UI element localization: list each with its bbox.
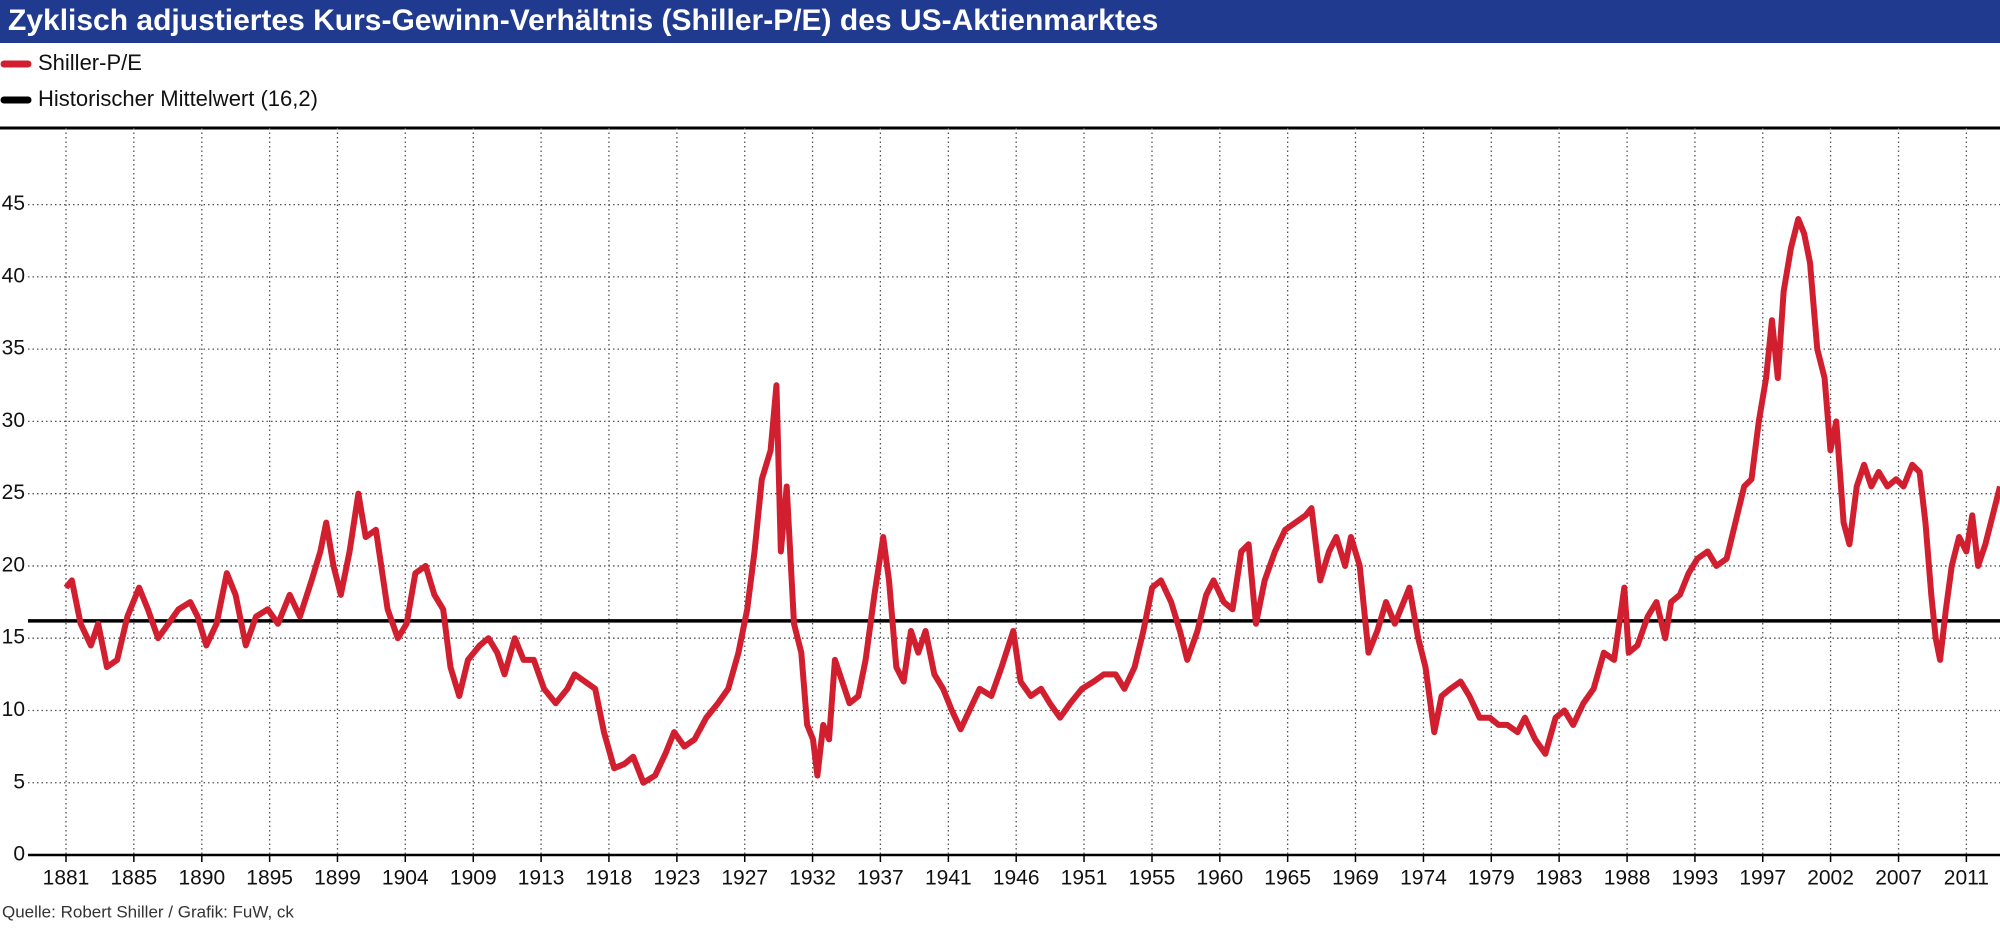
y-tick-label: 25: [2, 481, 25, 504]
x-tick-label: 2002: [1807, 867, 1854, 890]
y-tick-label: 40: [2, 264, 25, 287]
data-line: [63, 216, 2000, 786]
legend-label: Historischer Mittelwert (16,2): [38, 86, 318, 111]
x-tick-label: 1974: [1400, 867, 1447, 890]
source-note: Quelle: Robert Shiller / Grafik: FuW, ck: [2, 902, 294, 921]
x-tick-label: 2007: [1875, 867, 1922, 890]
x-tick-label: 1927: [721, 867, 768, 890]
x-tick-label: 1951: [1061, 867, 1108, 890]
y-tick-label: 35: [2, 337, 25, 360]
x-tick-label: 1969: [1332, 867, 1379, 890]
chart-title: Zyklisch adjustiertes Kurs-Gewinn-Verhäl…: [8, 4, 1158, 37]
x-tick-label: 1988: [1604, 867, 1651, 890]
x-tick-label: 1913: [518, 867, 565, 890]
x-tick-label: 1918: [586, 867, 633, 890]
y-tick-label: 45: [2, 192, 25, 215]
x-tick-label: 1979: [1468, 867, 1515, 890]
x-tick-label: 1899: [314, 867, 361, 890]
x-tick-label: 1881: [43, 867, 90, 890]
x-tick-label: 1904: [382, 867, 429, 890]
x-tick-label: 1941: [925, 867, 972, 890]
title-bar: [0, 0, 2000, 43]
x-tick-label: 1983: [1536, 867, 1583, 890]
x-tick-label: 1965: [1264, 867, 1311, 890]
x-tick-label: 1932: [789, 867, 836, 890]
x-tick-label: 1946: [993, 867, 1040, 890]
y-tick-label: 0: [13, 843, 25, 866]
x-tick-label: 1885: [110, 867, 157, 890]
x-tick-label: 1960: [1196, 867, 1243, 890]
x-tick-label: 1890: [178, 867, 225, 890]
x-tick-label: 1955: [1129, 867, 1176, 890]
x-tick-label: 1937: [857, 867, 904, 890]
y-tick-label: 20: [2, 553, 25, 576]
plot-area: 0 5 10 15 20 25 30 35 40 45 1881 1885 1890 1895 1899 19…: [2, 128, 2000, 890]
y-tick-label: 30: [2, 409, 25, 432]
x-tick-label: 1923: [654, 867, 701, 890]
x-tick-label: 1909: [450, 867, 497, 890]
y-tick-label: 10: [2, 698, 25, 721]
x-tick-label: 1895: [246, 867, 293, 890]
x-tick-label: 2011: [1944, 867, 1989, 890]
y-tick-label: 5: [13, 770, 25, 793]
legend-label: Shiller-P/E: [38, 50, 142, 75]
x-tick-label: 1997: [1739, 867, 1786, 890]
y-tick-label: 15: [2, 626, 25, 649]
x-tick-label: 1993: [1672, 867, 1719, 890]
